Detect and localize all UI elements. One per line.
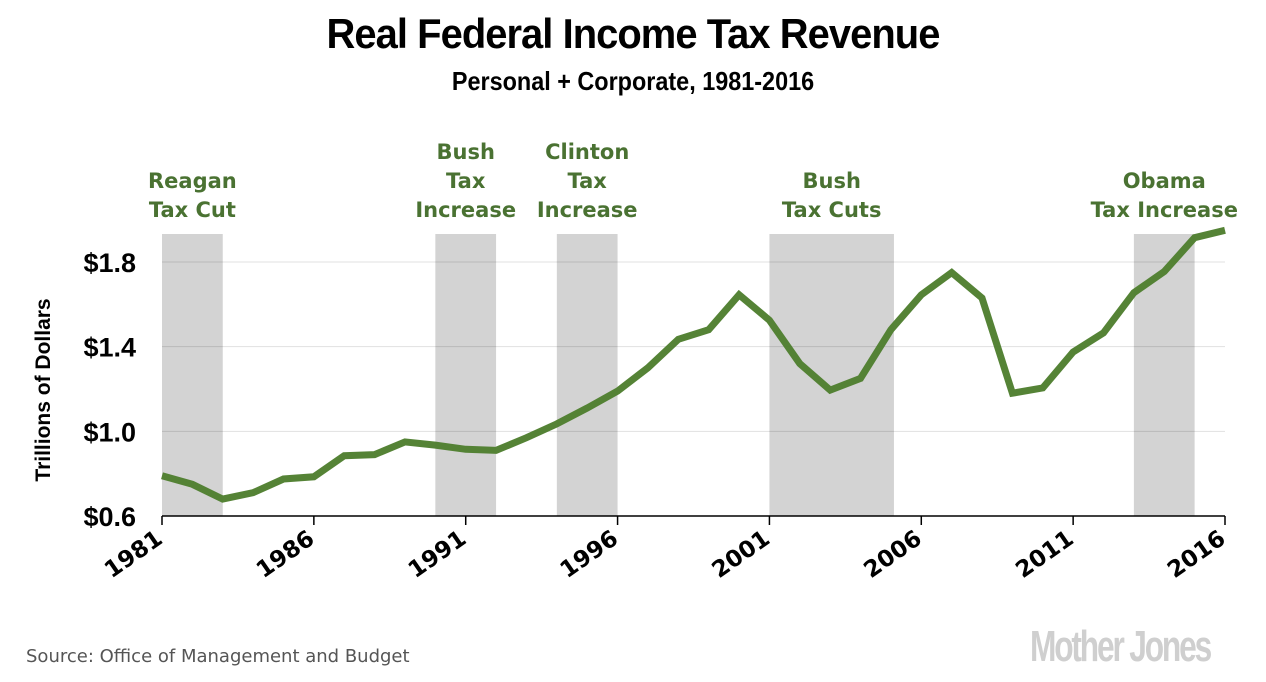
y-tick-label: $1.0 [83,417,136,447]
x-tick-label: 2001 [708,526,775,584]
period-annotation-label: Reagan [148,169,237,193]
period-annotation-label: Clinton [545,140,629,164]
period-annotation-label: Tax Cuts [782,198,882,222]
x-tick-labels: 1981 1986 1991 1996 2001 2006 2011 2016 [100,526,1230,584]
period-annotation-label: Increase [415,198,516,222]
y-tick-label: $1.8 [83,248,136,278]
shaded-period-band [769,234,894,516]
shaded-period-band [556,234,618,516]
shaded-period-band [162,234,223,516]
period-annotation-label: Bush [437,140,495,164]
x-tick-label: 2016 [1163,526,1230,584]
y-tick-labels: $0.6 $1.0 $1.4 $1.8 [83,248,136,532]
x-tick-label: 2006 [859,526,926,584]
period-annotation-label: Tax [446,169,486,193]
y-axis-label: Trillions of Dollars [32,298,55,481]
x-tick-label: 1986 [252,526,319,584]
shaded-period-band [1133,234,1195,516]
x-tick-label: 1991 [404,526,471,584]
x-tick-label: 1996 [556,526,623,584]
period-annotation-label: Tax Cut [149,198,236,222]
period-annotation-label: Obama [1123,169,1206,193]
x-tick-label: 2011 [1011,526,1078,584]
series-line [161,226,1226,503]
period-annotations: Reagan Tax Cut Bush Tax Increase Clinton Tax In… [148,140,1238,222]
gridlines [162,261,1225,432]
shaded-periods [162,234,1195,516]
y-tick-label: $1.4 [83,333,136,363]
period-annotation-label: Bush [802,169,860,193]
period-annotation-label: Tax Increase [1091,198,1238,222]
series-lines [161,226,1226,503]
source-note: Source: Office of Management and Budget [26,646,410,667]
x-tick-label: 1981 [100,526,167,584]
shaded-period-band [435,234,497,516]
y-tick-label: $0.6 [83,502,136,532]
period-annotation-label: Tax [568,169,608,193]
axes [161,515,1226,525]
chart-subtitle: Personal + Corporate, 1981-2016 [451,66,815,96]
chart-title: Real Federal Income Tax Revenue [326,10,941,57]
brand-logo: Mother Jones [1030,622,1212,671]
period-annotation-label: Increase [537,198,638,222]
